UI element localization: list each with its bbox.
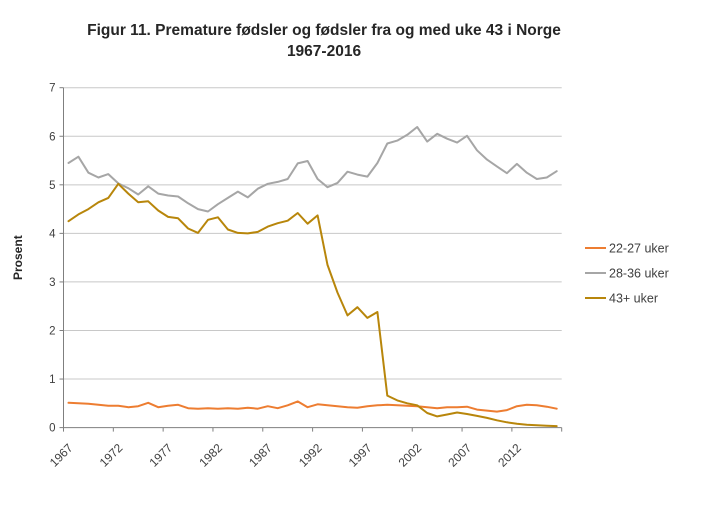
series-line-0: [67, 400, 558, 413]
y-tick-label: 7: [49, 83, 55, 95]
y-axis-title: Prosent: [11, 235, 25, 280]
x-tick-label: 1992: [296, 441, 325, 470]
x-tick-label: 1977: [146, 441, 175, 470]
x-tick-label: 1982: [196, 441, 225, 470]
y-tick-label: 3: [49, 277, 55, 289]
series-line-1: [67, 126, 558, 213]
y-tick-label: 5: [49, 180, 55, 192]
legend-label: 28-36 uker: [609, 267, 669, 281]
series-line-2: [67, 182, 558, 428]
x-tick-label: 1997: [346, 441, 375, 470]
chart-title-line2: 1967-2016: [286, 43, 362, 60]
y-tick-label: 4: [49, 228, 56, 240]
x-tick-label: 1987: [246, 441, 275, 470]
legend-label: 22-27 uker: [609, 242, 669, 256]
chart-title: Figur 11. Premature fødsler og fødsler f…: [0, 20, 648, 62]
y-tick-label: 2: [49, 325, 55, 337]
legend-label: 43+ uker: [609, 292, 658, 306]
x-tick-label: 2012: [495, 441, 524, 470]
x-tick-label: 2002: [396, 441, 425, 470]
x-tick-label: 2007: [445, 441, 474, 470]
y-tick-label: 0: [49, 423, 55, 435]
x-tick-label: 1967: [47, 441, 76, 470]
chart-title-line1: Figur 11. Premature fødsler og fødsler f…: [87, 22, 561, 39]
x-tick-label: 1972: [97, 441, 126, 470]
y-tick-label: 1: [49, 374, 55, 386]
y-tick-label: 6: [49, 131, 55, 143]
